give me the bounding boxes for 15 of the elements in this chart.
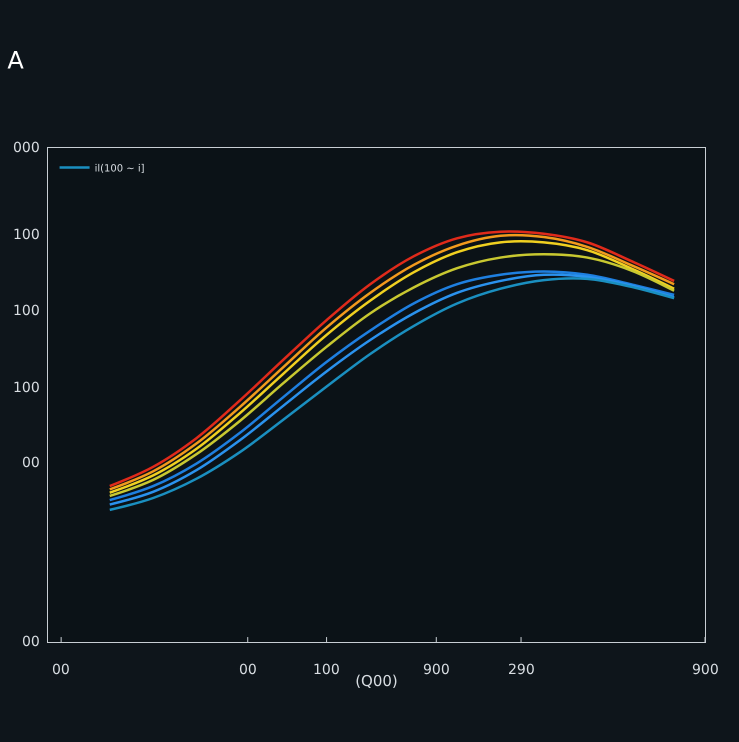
text: 00 <box>22 634 40 650</box>
text: 100 <box>313 662 340 678</box>
text: 00 <box>52 662 70 678</box>
text: 00 <box>22 455 40 471</box>
text: 900 <box>692 662 719 678</box>
text: 000 <box>13 140 40 156</box>
text: 100 <box>13 380 40 396</box>
chart-title: A <box>7 46 24 75</box>
x-axis-title: (Q00) <box>355 672 398 690</box>
text: 100 <box>13 303 40 319</box>
legend-label: il(100 ~ i] <box>94 163 145 174</box>
text: 100 <box>13 227 40 243</box>
text: 290 <box>508 662 535 678</box>
text: 00 <box>239 662 257 678</box>
text: 900 <box>423 662 450 678</box>
